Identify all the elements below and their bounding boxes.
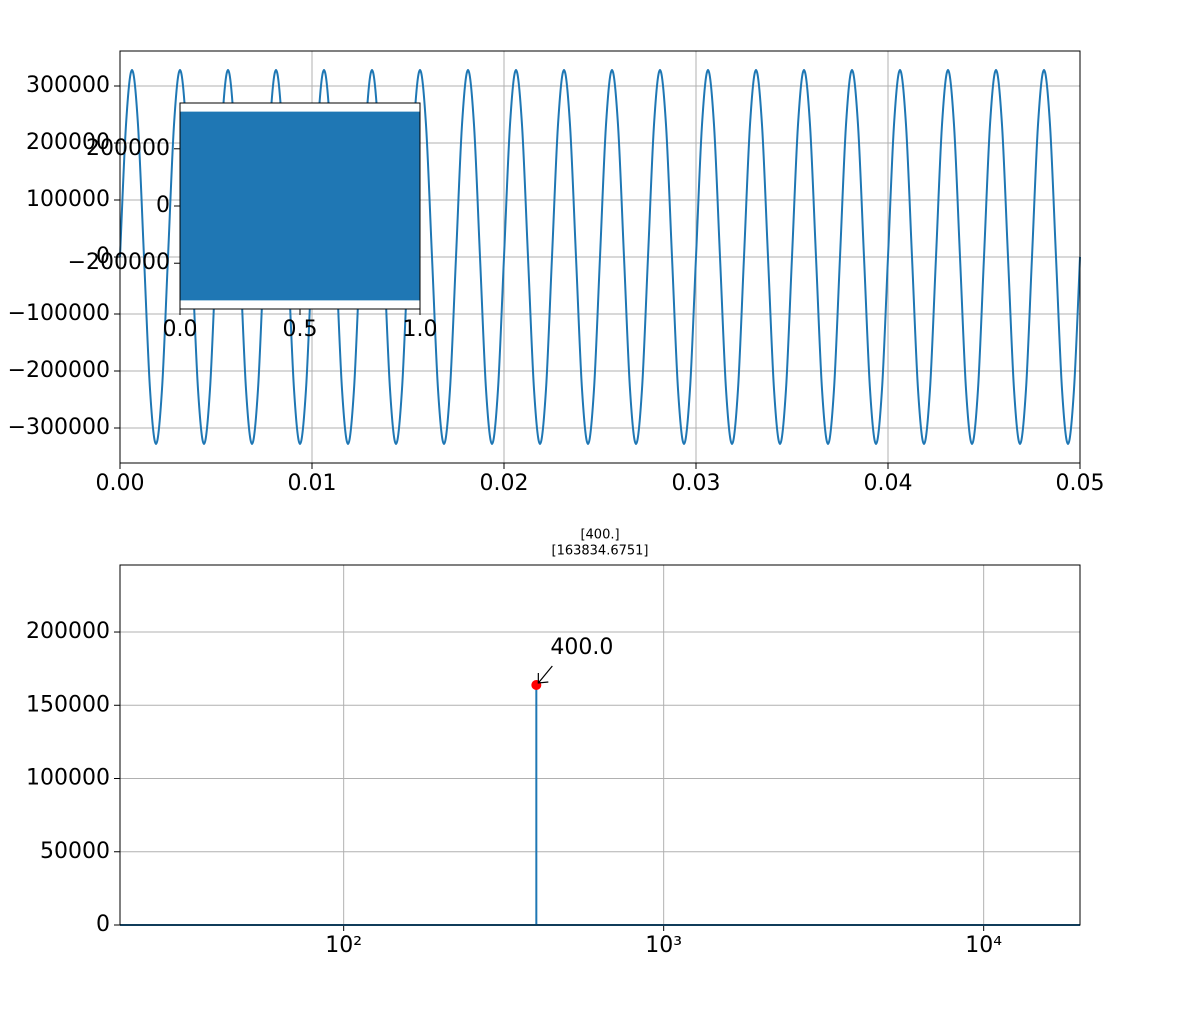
y-tick-label: 300000 [26, 73, 110, 98]
x-tick-label: 0.05 [1056, 471, 1105, 496]
x-tick-label: 1.0 [403, 317, 438, 342]
x-tick-label: 10³ [645, 933, 682, 958]
y-tick-label: −200000 [8, 358, 110, 383]
y-tick-label: 200000 [26, 130, 110, 155]
y-tick-label: 0 [96, 912, 110, 937]
y-tick-label: 50000 [40, 839, 110, 864]
annotation: 400.0 [550, 635, 613, 660]
chart-subtitle: [163834.6751] [552, 544, 649, 559]
x-tick-label: 0.0 [163, 317, 198, 342]
y-tick-label: 0 [96, 244, 110, 269]
x-tick-label: 0.02 [480, 471, 529, 496]
axes-background [120, 565, 1080, 925]
y-tick-label: 0 [156, 193, 170, 218]
y-tick-label: 100000 [26, 766, 110, 791]
x-tick-label: 10² [325, 933, 362, 958]
chart-title: [400.] [580, 528, 619, 543]
axes-frame [119, 50, 1081, 464]
x-tick-label: 0.5 [283, 317, 318, 342]
y-tick-label: −200000 [68, 250, 170, 275]
y-tick-label: 150000 [26, 692, 110, 717]
x-tick-label: 0.00 [96, 471, 145, 496]
y-tick-label: −100000 [8, 301, 110, 326]
annotation-arrow [537, 665, 553, 684]
x-tick-label: 0.03 [672, 471, 721, 496]
y-tick-label: 200000 [26, 619, 110, 644]
y-tick-label: 200000 [86, 136, 170, 161]
y-tick-label: −300000 [8, 415, 110, 440]
y-tick-label: 100000 [26, 187, 110, 212]
axes-frame [119, 564, 1081, 926]
annotation-arrowhead [537, 673, 549, 684]
x-tick-label: 10⁴ [965, 933, 1002, 958]
x-tick-label: 0.01 [288, 471, 337, 496]
x-tick-label: 0.04 [864, 471, 913, 496]
signal-band [179, 111, 421, 301]
axes-frame [179, 102, 421, 310]
